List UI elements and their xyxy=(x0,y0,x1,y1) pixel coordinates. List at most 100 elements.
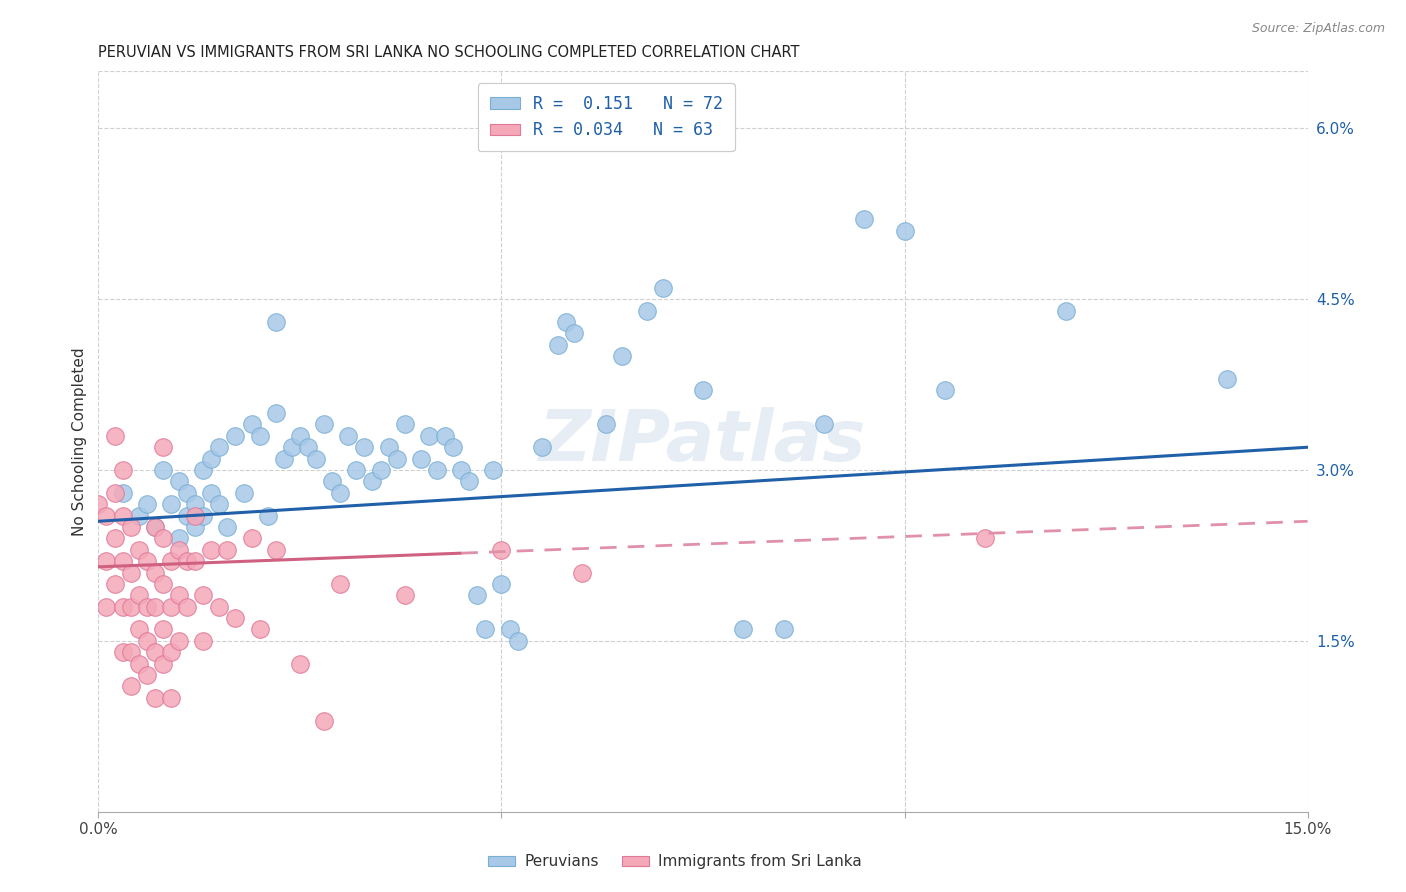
Point xyxy=(184,508,207,523)
Point xyxy=(353,440,375,454)
Point xyxy=(264,542,287,557)
Y-axis label: No Schooling Completed: No Schooling Completed xyxy=(72,347,87,536)
Point xyxy=(426,463,449,477)
Point xyxy=(143,690,166,705)
Point xyxy=(377,440,399,454)
Point xyxy=(651,281,673,295)
Point xyxy=(96,508,118,523)
Point xyxy=(418,429,440,443)
Point xyxy=(120,680,142,694)
Point xyxy=(120,566,142,580)
Point xyxy=(208,497,231,511)
Point xyxy=(128,542,150,557)
Point xyxy=(167,588,190,602)
Point xyxy=(232,485,254,500)
Point xyxy=(465,588,488,602)
Point xyxy=(152,623,174,637)
Point xyxy=(200,485,222,500)
Point xyxy=(128,623,150,637)
Point xyxy=(394,417,416,432)
Point xyxy=(193,588,215,602)
Point xyxy=(152,657,174,671)
Point xyxy=(370,463,392,477)
Point xyxy=(1216,372,1239,386)
Point xyxy=(562,326,585,341)
Point xyxy=(314,417,336,432)
Point xyxy=(160,690,183,705)
Point xyxy=(224,611,246,625)
Point xyxy=(128,508,150,523)
Point xyxy=(361,475,384,489)
Point xyxy=(482,463,505,477)
Point xyxy=(1054,303,1077,318)
Point xyxy=(167,542,190,557)
Point xyxy=(208,440,231,454)
Point xyxy=(813,417,835,432)
Point xyxy=(135,497,157,511)
Point xyxy=(103,485,125,500)
Point xyxy=(281,440,304,454)
Point xyxy=(128,588,150,602)
Point xyxy=(96,599,118,614)
Point xyxy=(176,508,198,523)
Point xyxy=(176,554,198,568)
Point xyxy=(394,588,416,602)
Point xyxy=(240,532,263,546)
Point xyxy=(103,577,125,591)
Point xyxy=(120,520,142,534)
Legend: Peruvians, Immigrants from Sri Lanka: Peruvians, Immigrants from Sri Lanka xyxy=(481,848,869,875)
Point xyxy=(111,508,134,523)
Point xyxy=(288,657,311,671)
Point xyxy=(321,475,343,489)
Point xyxy=(491,542,513,557)
Point xyxy=(200,451,222,466)
Point xyxy=(434,429,457,443)
Point xyxy=(344,463,367,477)
Point xyxy=(385,451,408,466)
Point xyxy=(208,599,231,614)
Point xyxy=(120,645,142,659)
Point xyxy=(160,599,183,614)
Point xyxy=(314,714,336,728)
Point xyxy=(193,508,215,523)
Point xyxy=(273,451,295,466)
Point xyxy=(305,451,328,466)
Point xyxy=(974,532,997,546)
Point xyxy=(160,554,183,568)
Point xyxy=(160,497,183,511)
Point xyxy=(167,532,190,546)
Point xyxy=(152,577,174,591)
Point xyxy=(143,566,166,580)
Point xyxy=(288,429,311,443)
Point xyxy=(143,599,166,614)
Point xyxy=(143,520,166,534)
Point xyxy=(184,520,207,534)
Point xyxy=(249,429,271,443)
Point xyxy=(128,657,150,671)
Text: Source: ZipAtlas.com: Source: ZipAtlas.com xyxy=(1251,22,1385,36)
Legend: R =  0.151   N = 72, R = 0.034   N = 63: R = 0.151 N = 72, R = 0.034 N = 63 xyxy=(478,83,734,151)
Point xyxy=(240,417,263,432)
Point xyxy=(636,303,658,318)
Point xyxy=(143,645,166,659)
Point xyxy=(934,384,956,398)
Point xyxy=(217,542,239,557)
Point xyxy=(441,440,464,454)
Point xyxy=(176,485,198,500)
Point xyxy=(184,554,207,568)
Point xyxy=(143,520,166,534)
Point xyxy=(103,429,125,443)
Point xyxy=(329,485,352,500)
Point xyxy=(853,212,876,227)
Point xyxy=(135,633,157,648)
Point xyxy=(498,623,520,637)
Point xyxy=(167,475,190,489)
Point xyxy=(409,451,432,466)
Point xyxy=(111,463,134,477)
Point xyxy=(96,554,118,568)
Point xyxy=(491,577,513,591)
Point xyxy=(249,623,271,637)
Point xyxy=(135,668,157,682)
Point xyxy=(176,599,198,614)
Point xyxy=(200,542,222,557)
